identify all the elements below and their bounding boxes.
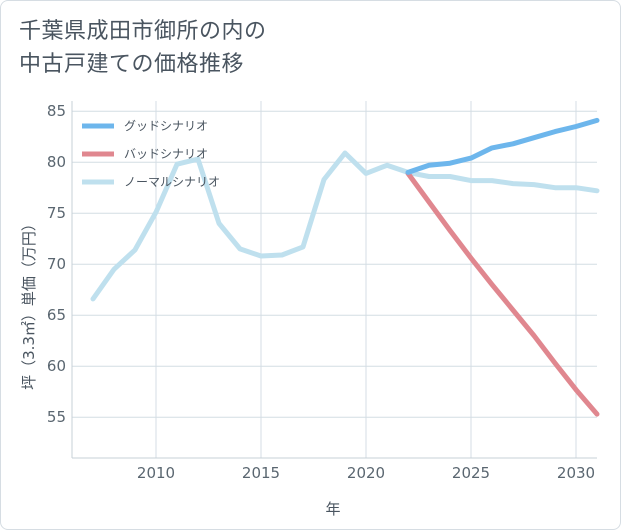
legend-label-2: ノーマルシナリオ	[124, 175, 220, 189]
x-axis-label: 年	[325, 500, 340, 518]
series-layer	[90, 117, 600, 417]
legend-label-0: グッドシナリオ	[124, 119, 208, 133]
y-tick-label-60: 60	[47, 357, 66, 375]
series-line-2	[90, 150, 600, 302]
plot-frame	[71, 101, 597, 459]
series-line-1	[405, 170, 600, 417]
grid-lines	[72, 101, 597, 458]
chart-title: 千葉県成田市御所の内の 中古戸建ての価格推移	[19, 15, 267, 81]
x-tick-label-2020: 2020	[347, 464, 385, 482]
tick-labels: 55 60 65 70 75 80 85 2010 2015 2020 2025 2030	[47, 102, 595, 482]
x-tick-label-2010: 2010	[137, 464, 175, 482]
x-tick-label-2025: 2025	[452, 464, 490, 482]
y-tick-label-80: 80	[47, 153, 66, 171]
y-tick-label-55: 55	[47, 408, 66, 426]
chart-title-line-1: 千葉県成田市御所の内の	[19, 19, 267, 44]
legend-label-1: バッドシナリオ	[124, 147, 208, 161]
x-tick-label-2015: 2015	[242, 464, 280, 482]
y-tick-label-65: 65	[47, 306, 66, 324]
chart-title-line-2: 中古戸建ての価格推移	[19, 52, 245, 77]
y-tick-label-70: 70	[47, 255, 66, 273]
y-tick-label-85: 85	[47, 102, 66, 120]
series-line-0	[405, 117, 600, 175]
x-tick-label-2030: 2030	[557, 464, 595, 482]
y-tick-label-75: 75	[47, 204, 66, 222]
y-axis-label: 坪（3.3㎡）単価（万円）	[20, 216, 38, 390]
